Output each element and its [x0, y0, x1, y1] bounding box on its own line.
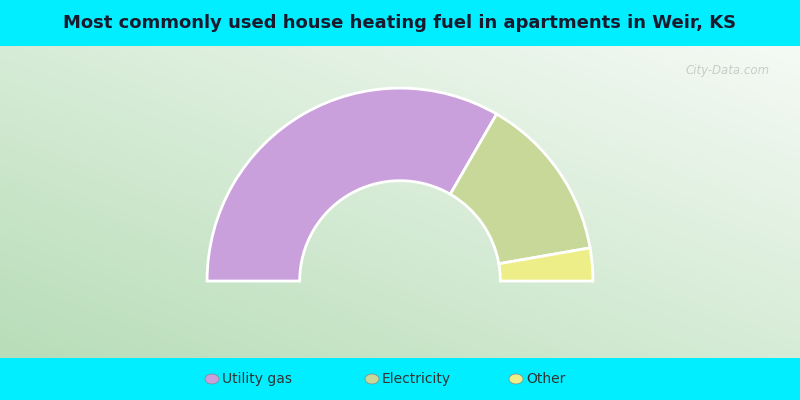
Text: Other: Other [526, 372, 566, 386]
Ellipse shape [509, 374, 523, 384]
Text: Electricity: Electricity [382, 372, 451, 386]
Text: Utility gas: Utility gas [222, 372, 292, 386]
Bar [0, 358, 800, 400]
Bar [0, 0, 800, 46]
Text: Most commonly used house heating fuel in apartments in Weir, KS: Most commonly used house heating fuel in… [63, 14, 737, 32]
Text: City-Data.com: City-Data.com [685, 64, 769, 77]
Ellipse shape [205, 374, 219, 384]
Wedge shape [499, 248, 593, 281]
Wedge shape [450, 114, 590, 264]
Wedge shape [207, 88, 497, 281]
Ellipse shape [365, 374, 379, 384]
